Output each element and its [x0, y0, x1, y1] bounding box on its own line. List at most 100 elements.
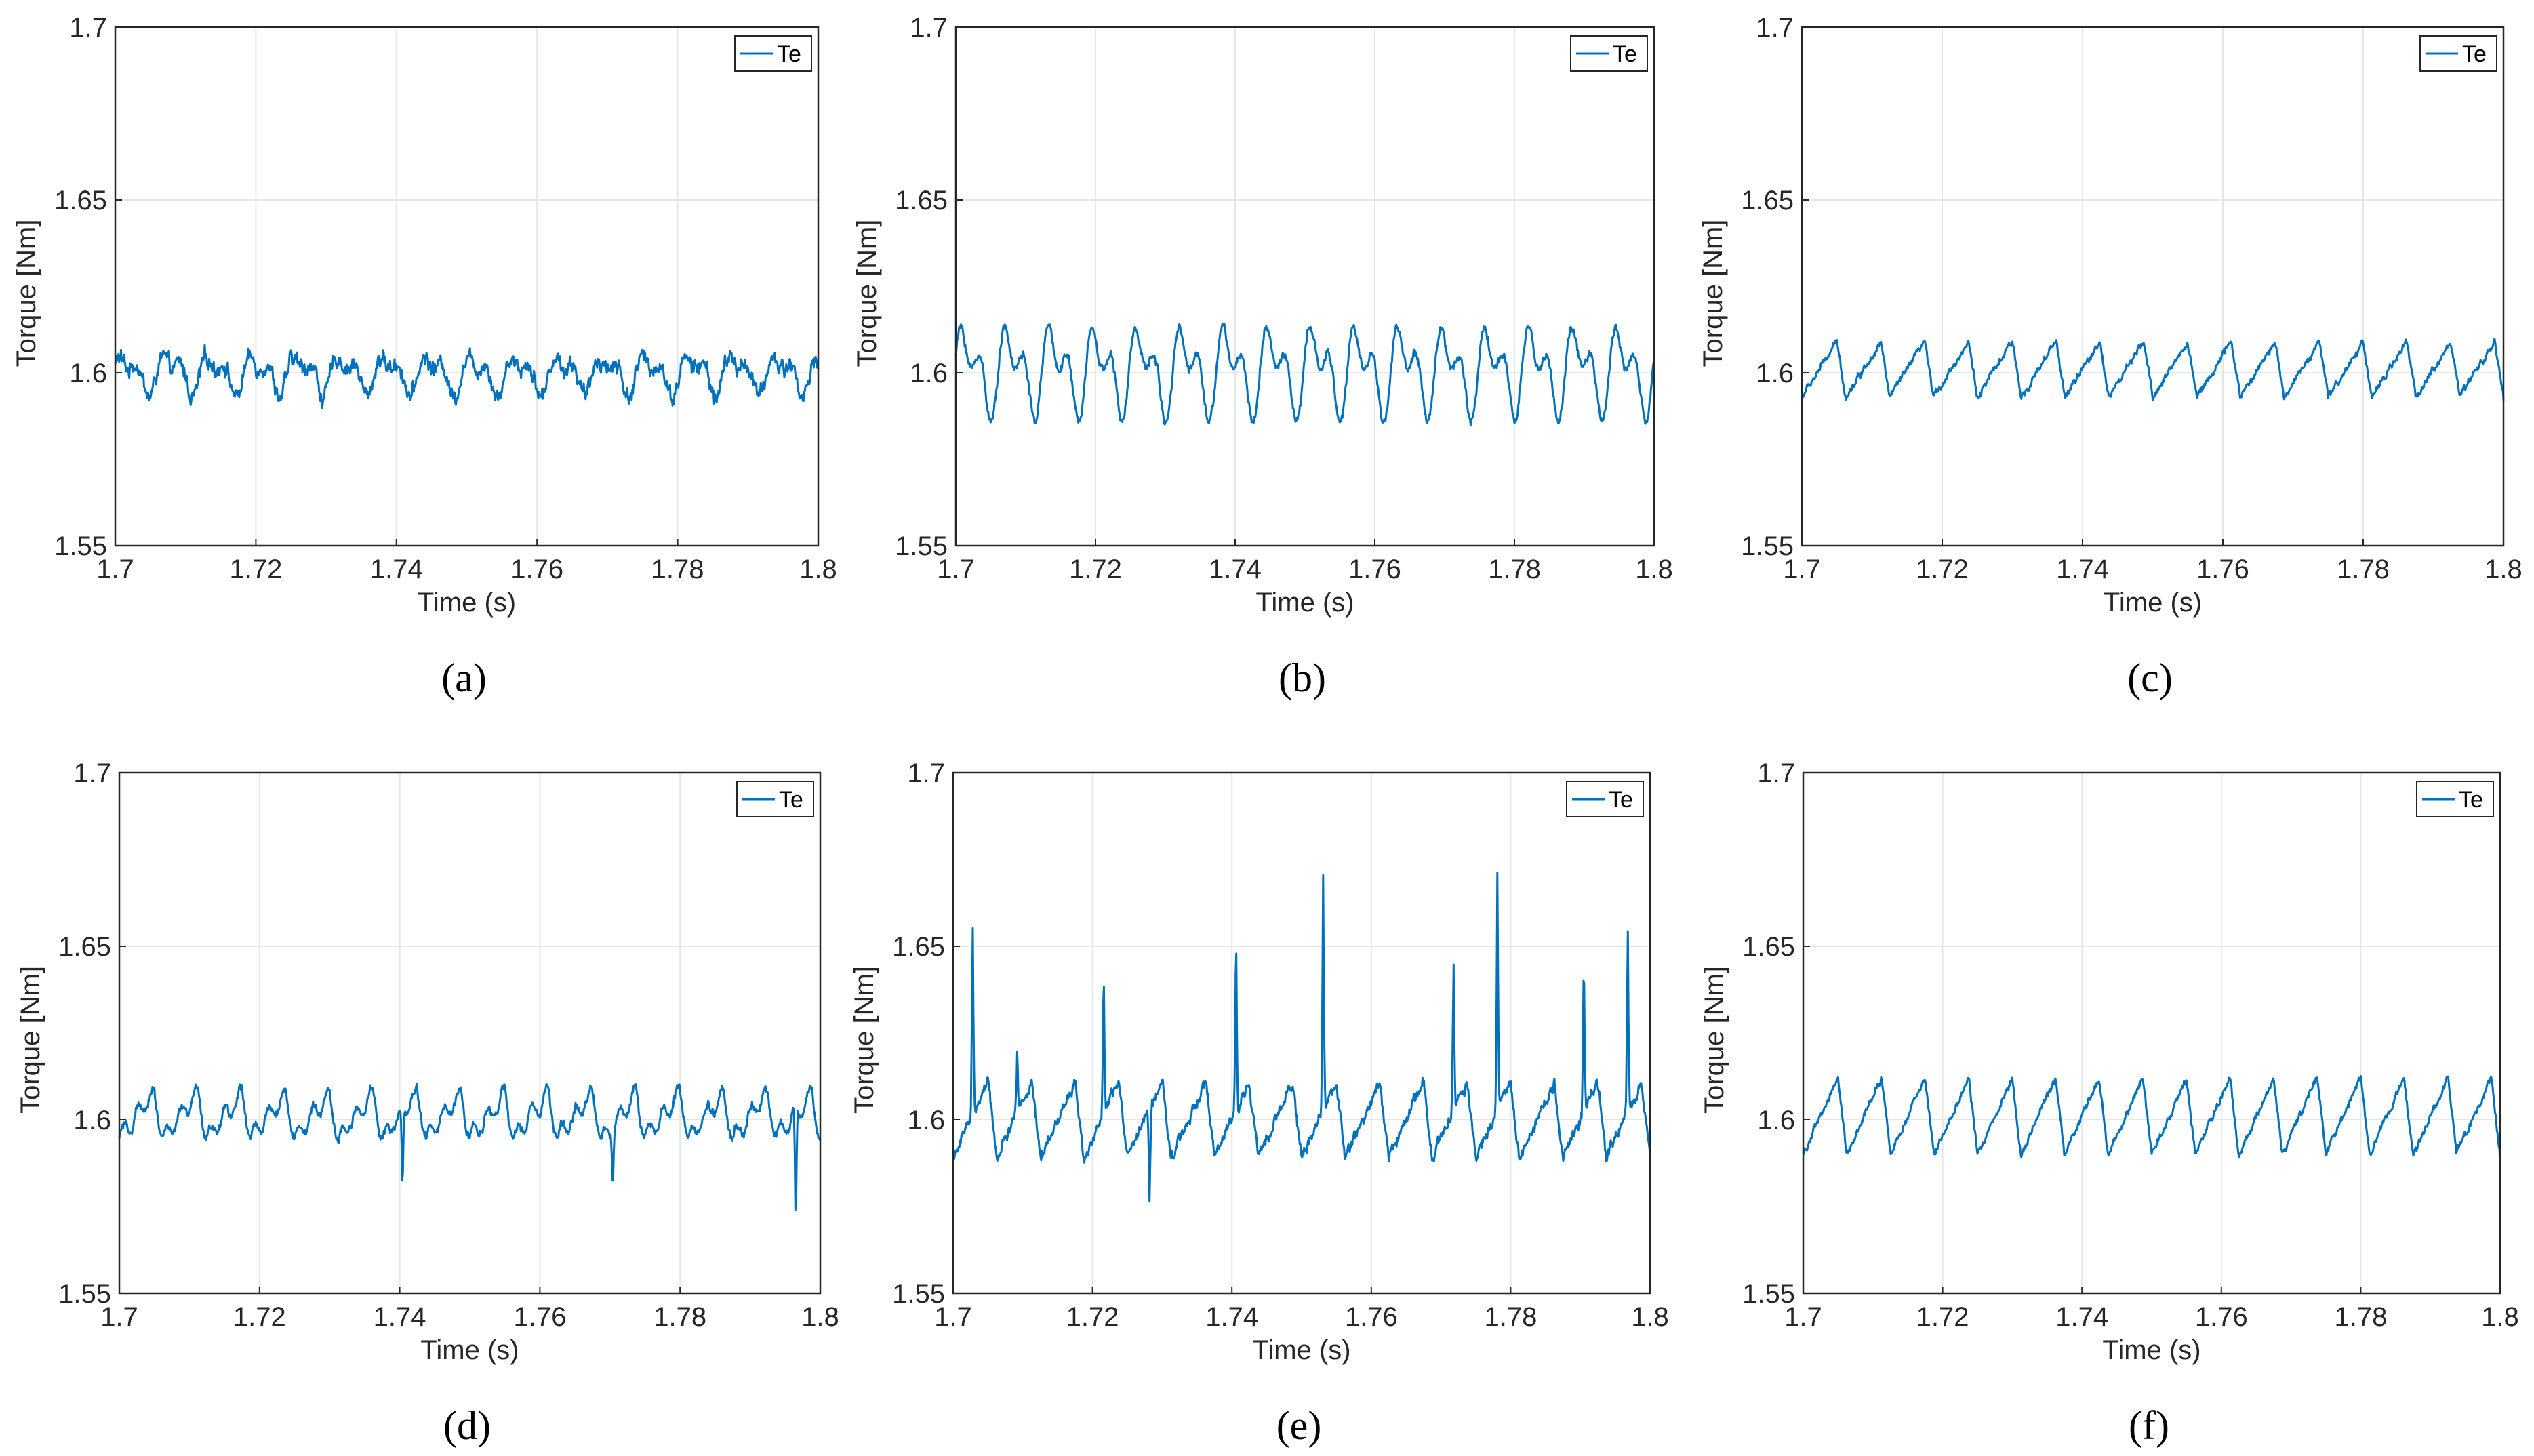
- panel-caption: (c): [2127, 655, 2173, 700]
- x-tick-label: 1.8: [799, 554, 837, 584]
- y-tick-label: 1.7: [69, 13, 107, 43]
- x-tick-label: 1.8: [801, 1302, 839, 1332]
- legend-label: Te: [1613, 41, 1637, 67]
- x-tick-label: 1.8: [2485, 554, 2522, 584]
- y-tick-label: 1.55: [892, 1279, 945, 1309]
- axes-box: [1802, 771, 2501, 1295]
- x-tick-label: 1.8: [1635, 554, 1673, 584]
- legend-label: Te: [779, 787, 803, 813]
- x-tick-label: 1.72: [1916, 1302, 1969, 1332]
- y-tick-label: 1.65: [892, 932, 945, 962]
- x-axis-label: Time (s): [420, 1335, 519, 1365]
- x-tick-label: 1.76: [513, 1302, 566, 1332]
- x-tick-label: 1.78: [2337, 554, 2390, 584]
- x-tick-label: 1.7: [934, 1302, 972, 1332]
- x-tick-label: 1.7: [937, 554, 975, 584]
- x-tick-label: 1.76: [510, 554, 563, 584]
- y-tick-label: 1.55: [54, 531, 107, 561]
- x-tick-label: 1.76: [2195, 1302, 2248, 1332]
- x-tick-label: 1.78: [651, 554, 704, 584]
- x-tick-label: 1.76: [1348, 554, 1401, 584]
- plot-area: [119, 773, 820, 1293]
- y-axis-label: Torque [Nm]: [849, 966, 879, 1114]
- x-tick-label: 1.72: [1069, 554, 1122, 584]
- x-axis-label: Time (s): [1255, 588, 1354, 618]
- panel-caption: (d): [443, 1403, 491, 1448]
- plot-area: [115, 27, 818, 546]
- y-tick-label: 1.6: [73, 1106, 111, 1135]
- y-tick-label: 1.6: [1757, 1106, 1795, 1135]
- x-tick-label: 1.7: [1783, 554, 1821, 584]
- legend: Te: [734, 35, 812, 72]
- legend-label: Te: [2459, 787, 2483, 813]
- x-axis-label: Time (s): [2102, 1335, 2200, 1365]
- series-line-te: [1801, 338, 2505, 401]
- x-tick-label: 1.7: [100, 1302, 138, 1332]
- x-axis-label: Time (s): [1252, 1335, 1350, 1365]
- y-axis-label: Torque [Nm]: [852, 220, 882, 367]
- series-line-te: [118, 1083, 822, 1211]
- axes-box: [118, 771, 822, 1295]
- panel-caption: (e): [1276, 1403, 1322, 1448]
- x-tick-label: 1.74: [1205, 1302, 1258, 1332]
- y-tick-label: 1.65: [895, 186, 948, 216]
- x-axis-label: Time (s): [418, 588, 516, 618]
- x-tick-label: 1.74: [374, 1302, 426, 1332]
- plot-area: [1802, 27, 2503, 546]
- x-tick-label: 1.78: [653, 1302, 706, 1332]
- series-line-te: [114, 344, 819, 409]
- y-axis-label: Torque [Nm]: [1700, 966, 1729, 1114]
- y-tick-label: 1.65: [1742, 932, 1795, 962]
- series-line-te: [954, 322, 1655, 428]
- axes-box: [1801, 26, 2505, 547]
- legend: Te: [2419, 35, 2497, 72]
- x-tick-label: 1.7: [1784, 1302, 1822, 1332]
- y-tick-label: 1.55: [1741, 531, 1794, 561]
- legend-label: Te: [2462, 41, 2487, 67]
- y-tick-label: 1.6: [910, 359, 948, 388]
- y-axis-label: Torque [Nm]: [12, 220, 41, 367]
- chart-panel-6: 1.7 1.72 1.74 1.76 1.78 1.8 1.55 1.6 1.65 1.7 Time…: [1700, 759, 2519, 1448]
- x-tick-label: 1.76: [2196, 554, 2249, 584]
- x-tick-label: 1.78: [1484, 1302, 1537, 1332]
- x-tick-label: 1.8: [1631, 1302, 1669, 1332]
- y-axis-label: Torque [Nm]: [16, 966, 45, 1114]
- x-axis-label: Time (s): [2104, 588, 2202, 618]
- y-tick-label: 1.6: [69, 359, 107, 388]
- legend-label: Te: [1609, 787, 1633, 813]
- chart-panel-5: 1.7 1.72 1.74 1.76 1.78 1.8 1.55 1.6 1.65 1.7 Time…: [849, 759, 1669, 1448]
- plot-area: [1803, 773, 2500, 1293]
- y-tick-label: 1.7: [1756, 13, 1794, 43]
- y-tick-label: 1.6: [907, 1106, 945, 1135]
- x-tick-label: 1.78: [2334, 1302, 2387, 1332]
- y-tick-label: 1.65: [54, 186, 107, 216]
- x-tick-label: 1.78: [1488, 554, 1541, 584]
- axes-box: [954, 26, 1655, 547]
- x-tick-label: 1.74: [1209, 554, 1262, 584]
- axes-box: [114, 26, 820, 547]
- axes-box: [952, 771, 1651, 1295]
- series-line-te: [1802, 1074, 2501, 1169]
- y-tick-label: 1.65: [1741, 186, 1794, 216]
- plot-area: [956, 27, 1654, 546]
- y-tick-label: 1.6: [1756, 359, 1794, 388]
- chart-panel-1: 1.7 1.72 1.74 1.76 1.78 1.8 1.55 1.6 1.65 1.7 Time…: [12, 13, 837, 700]
- x-tick-label: 1.72: [1066, 1302, 1119, 1332]
- y-tick-label: 1.65: [58, 932, 111, 962]
- y-tick-label: 1.55: [895, 531, 948, 561]
- chart-panel-4: 1.7 1.72 1.74 1.76 1.78 1.8 1.55 1.6 1.65 1.7 Time…: [16, 759, 839, 1448]
- legend: Te: [1570, 35, 1648, 72]
- panel-caption: (b): [1279, 655, 1326, 700]
- x-tick-label: 1.7: [96, 554, 134, 584]
- panel-caption: (f): [2129, 1403, 2169, 1448]
- x-tick-label: 1.72: [1916, 554, 1969, 584]
- y-tick-label: 1.55: [1742, 1279, 1795, 1309]
- x-tick-label: 1.72: [229, 554, 282, 584]
- panel-caption: (a): [441, 655, 487, 700]
- y-tick-label: 1.7: [910, 13, 948, 43]
- x-tick-label: 1.72: [233, 1302, 286, 1332]
- x-tick-label: 1.74: [2056, 554, 2109, 584]
- series-line-te: [952, 872, 1651, 1203]
- x-tick-label: 1.74: [2055, 1302, 2108, 1332]
- legend-label: Te: [777, 41, 801, 67]
